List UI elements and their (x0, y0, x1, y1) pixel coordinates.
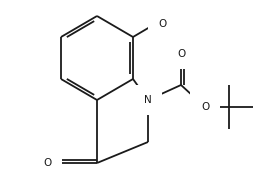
Text: O: O (177, 49, 185, 59)
Text: O: O (158, 19, 166, 29)
Text: N: N (144, 95, 152, 105)
Text: O: O (44, 158, 52, 168)
Text: O: O (201, 102, 209, 112)
